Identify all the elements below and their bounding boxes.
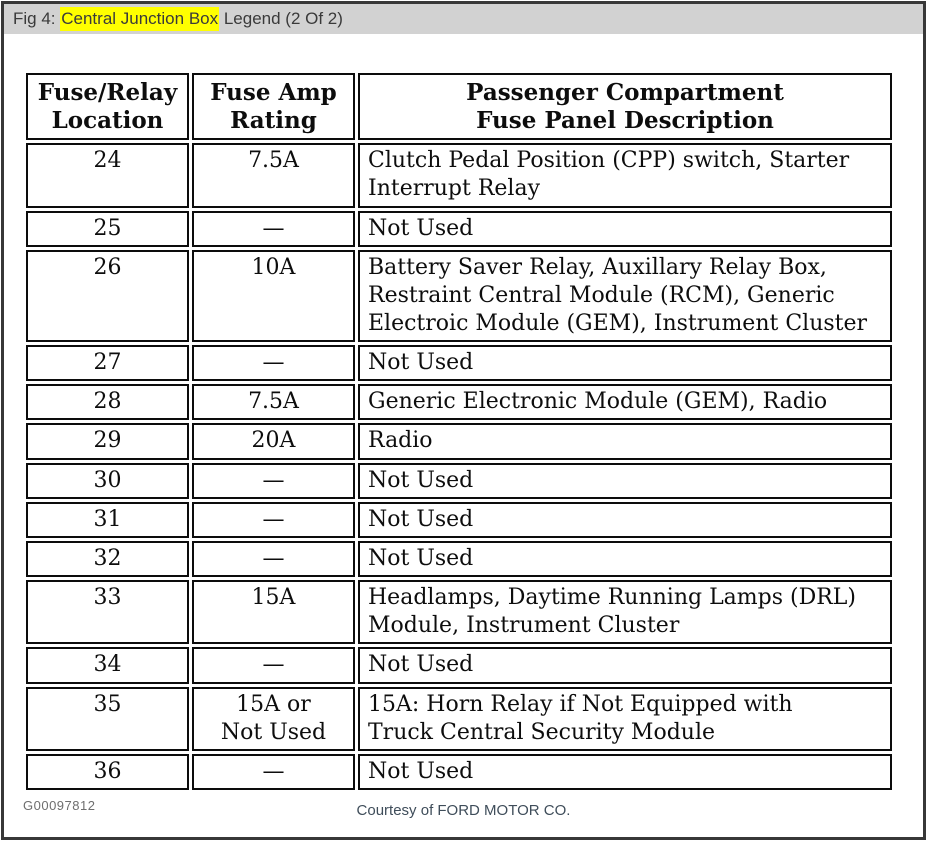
- table-row: 28 7.5A Generic Electronic Module (GEM),…: [26, 384, 892, 421]
- table-row: 34 — Not Used: [26, 647, 892, 684]
- table-row: 30 — Not Used: [26, 462, 892, 499]
- table-row: 25 — Not Used: [26, 210, 892, 247]
- cell-rating: 7.5A: [192, 384, 355, 421]
- cell-location: 29: [26, 423, 189, 460]
- cell-description: Not Used: [358, 210, 892, 247]
- cell-description: Not Used: [358, 501, 892, 538]
- table-row: 33 15A Headlamps, Daytime Running Lamps …: [26, 580, 892, 645]
- cell-location: 36: [26, 753, 189, 790]
- cell-description: Not Used: [358, 540, 892, 578]
- highlighted-search-term: Central Junction Box: [60, 7, 220, 31]
- cell-description: 15A: Horn Relay if Not Equipped with Tru…: [358, 686, 892, 751]
- table-row: 24 7.5A Clutch Pedal Position (CPP) swit…: [26, 143, 892, 208]
- cell-rating: —: [192, 647, 355, 684]
- cell-location: 34: [26, 647, 189, 684]
- cell-description: Battery Saver Relay, Auxillary Relay Box…: [358, 249, 892, 343]
- cell-location: 30: [26, 462, 189, 499]
- cell-description: Not Used: [358, 462, 892, 499]
- figure-code-label: G00097812: [23, 798, 96, 813]
- cell-location: 27: [26, 345, 189, 382]
- figure-content: Fuse/Relay Location Fuse Amp Rating Pass…: [23, 70, 895, 813]
- cell-rating: —: [192, 210, 355, 247]
- cell-rating: 10A: [192, 249, 355, 343]
- table-row: 35 15A or Not Used 15A: Horn Relay if No…: [26, 686, 892, 751]
- cell-description: Clutch Pedal Position (CPP) switch, Star…: [358, 143, 892, 208]
- column-header-rating: Fuse Amp Rating: [192, 73, 355, 141]
- cell-rating: —: [192, 753, 355, 790]
- table-header-row: Fuse/Relay Location Fuse Amp Rating Pass…: [26, 73, 892, 141]
- cell-rating: —: [192, 345, 355, 382]
- cell-rating: 20A: [192, 423, 355, 460]
- courtesy-attribution: Courtesy of FORD MOTOR CO.: [356, 802, 571, 819]
- cell-description: Generic Electronic Module (GEM), Radio: [358, 384, 892, 421]
- table-row: 31 — Not Used: [26, 501, 892, 538]
- cell-description: Radio: [358, 423, 892, 460]
- table-row: 29 20A Radio: [26, 423, 892, 460]
- table-row: 32 — Not Used: [26, 540, 892, 578]
- cell-location: 24: [26, 143, 189, 208]
- cell-rating: 15A or Not Used: [192, 686, 355, 751]
- cell-location: 25: [26, 210, 189, 247]
- cell-rating: —: [192, 540, 355, 578]
- fuse-legend-table: Fuse/Relay Location Fuse Amp Rating Pass…: [23, 70, 895, 793]
- table-row: 36 — Not Used: [26, 753, 892, 790]
- figure-caption-bar: Fig 4: Central Junction Box Legend (2 Of…: [4, 4, 923, 34]
- cell-location: 32: [26, 540, 189, 578]
- cell-rating: 7.5A: [192, 143, 355, 208]
- cell-rating: —: [192, 462, 355, 499]
- table-row: 27 — Not Used: [26, 345, 892, 382]
- cell-description: Headlamps, Daytime Running Lamps (DRL) M…: [358, 580, 892, 645]
- cell-location: 28: [26, 384, 189, 421]
- cell-location: 26: [26, 249, 189, 343]
- column-header-description: Passenger Compartment Fuse Panel Descrip…: [358, 73, 892, 141]
- cell-rating: 15A: [192, 580, 355, 645]
- cell-location: 31: [26, 501, 189, 538]
- cell-location: 35: [26, 686, 189, 751]
- figure-caption-suffix: Legend (2 Of 2): [219, 9, 343, 28]
- cell-description: Not Used: [358, 753, 892, 790]
- cell-location: 33: [26, 580, 189, 645]
- cell-description: Not Used: [358, 647, 892, 684]
- table-row: 26 10A Battery Saver Relay, Auxillary Re…: [26, 249, 892, 343]
- cell-description: Not Used: [358, 345, 892, 382]
- figure-caption-prefix: Fig 4:: [13, 9, 61, 28]
- column-header-location: Fuse/Relay Location: [26, 73, 189, 141]
- cell-rating: —: [192, 501, 355, 538]
